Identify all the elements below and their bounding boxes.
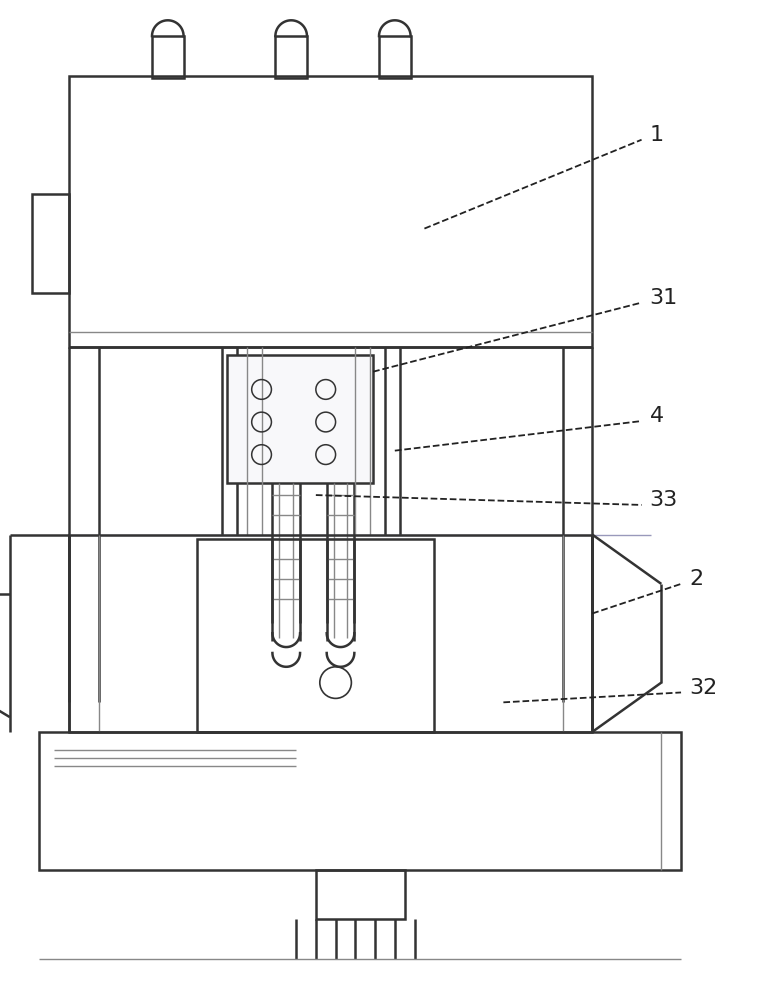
Bar	[40, 732, 681, 870]
Bar	[197, 539, 435, 732]
Text: 32: 32	[689, 678, 717, 698]
Text: 33: 33	[649, 490, 678, 510]
Bar	[69, 535, 592, 732]
Bar	[379, 36, 411, 78]
Bar	[316, 870, 405, 919]
Bar	[32, 194, 69, 293]
Bar	[227, 355, 373, 483]
Bar	[152, 36, 183, 78]
Bar	[275, 36, 307, 78]
Text: 31: 31	[649, 288, 678, 308]
Text: 2: 2	[689, 569, 703, 589]
Text: 4: 4	[649, 406, 664, 426]
Text: 1: 1	[649, 125, 664, 145]
Bar	[69, 76, 592, 347]
